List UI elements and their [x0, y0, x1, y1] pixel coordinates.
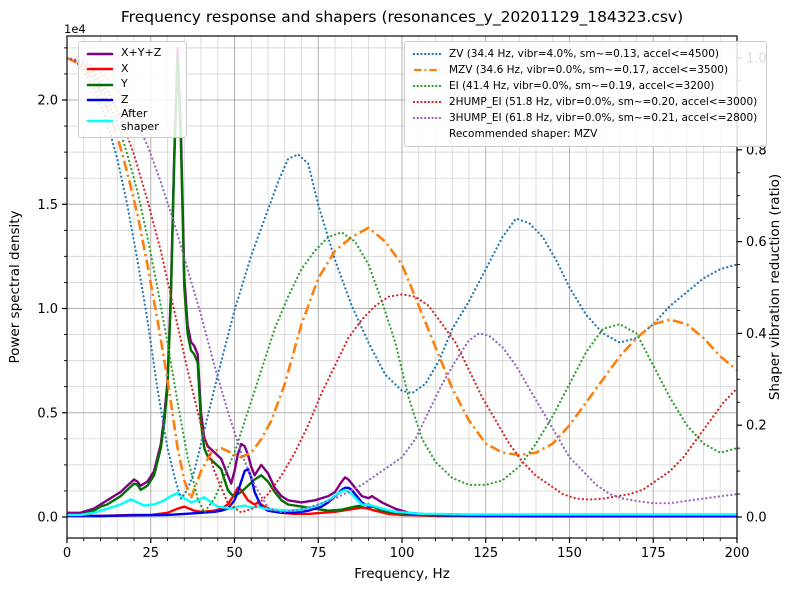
legend-label: MZV (34.6 Hz, vibr=0.0%, sm~=0.17, accel…: [449, 63, 729, 76]
legend-label: ZV (34.4 Hz, vibr=4.0%, sm~=0.13, accel<…: [449, 47, 719, 60]
legend-item-y: Y: [86, 77, 177, 93]
tick-label-y-right: 0.2: [746, 419, 767, 434]
legend-line-sample: [86, 119, 114, 122]
legend-footer-label: Recommended shaper: MZV: [449, 127, 598, 140]
legend-item-xyz: X+Y+Z: [86, 46, 177, 62]
tick-label-y-right: 0.0: [746, 511, 767, 526]
x-axis-label: Frequency, Hz: [354, 566, 450, 582]
tick-label-x: 125: [473, 546, 498, 561]
legend-line-sample: [412, 52, 442, 56]
y-axis-label-left: Power spectral density: [7, 210, 23, 363]
chart-title: Frequency response and shapers (resonanc…: [120, 8, 684, 26]
series-x-y-z: [67, 46, 737, 517]
tick-label-x: 25: [142, 546, 159, 561]
legend-item-3hump-ei: 3HUMP_EI (61.8 Hz, vibr=0.0%, sm~=0.21, …: [412, 110, 757, 126]
tick-label-x: 75: [310, 546, 327, 561]
legend-label: After shaper: [121, 107, 159, 133]
series-mzv: [67, 56, 737, 500]
y-axis-label-right: Shaper vibration reduction (ratio): [767, 174, 783, 400]
axes: 0 25 50 75 100 125 150 175 200 0.0 0.5 1.0 1.5 2.0 0.0…: [7, 35, 783, 561]
tick-label-x: 175: [641, 546, 666, 561]
legend-item-zv: ZV (34.4 Hz, vibr=4.0%, sm~=0.13, accel<…: [412, 46, 757, 62]
legend-item-2hump-ei: 2HUMP_EI (51.8 Hz, vibr=0.0%, sm~=0.20, …: [412, 94, 757, 110]
legend-item-mzv: MZV (34.6 Hz, vibr=0.0%, sm~=0.17, accel…: [412, 62, 757, 78]
y-axis-offset-text: 1e4: [64, 22, 86, 36]
legend-line-sample: [412, 100, 442, 104]
series-zv: [67, 56, 737, 500]
tick-label-x: 0: [63, 546, 71, 561]
tick-label-y-left: 0.5: [37, 406, 58, 421]
legend-item-x: X: [86, 62, 177, 78]
legend-shapers: ZV (34.4 Hz, vibr=4.0%, sm~=0.13, accel<…: [404, 41, 768, 147]
tick-label-y-right: 0.6: [746, 235, 767, 250]
legend-line-sample: [412, 116, 442, 120]
legend-footer-recommended-shaper: Recommended shaper: MZV: [412, 126, 757, 142]
tick-label-y-right: 0.4: [746, 327, 767, 342]
legend-label: X+Y+Z: [121, 46, 162, 60]
tick-label-y-left: 2.0: [37, 94, 58, 109]
legend-psd: X+Y+Z X Y Z After shaper: [78, 41, 187, 139]
tick-label-x: 50: [226, 546, 243, 561]
series-ei: [67, 56, 737, 514]
legend-line-sample: [86, 98, 114, 102]
series-lines: [67, 46, 737, 518]
legend-label: 2HUMP_EI (51.8 Hz, vibr=0.0%, sm~=0.20, …: [449, 95, 758, 108]
legend-item-ei: EI (41.4 Hz, vibr=0.0%, sm~=0.19, accel<…: [412, 78, 757, 94]
tick-label-x: 100: [390, 546, 415, 561]
series-3hump-ei: [67, 56, 737, 514]
tick-label-y-left: 1.5: [37, 198, 58, 213]
legend-label: 3HUMP_EI (61.8 Hz, vibr=0.0%, sm~=0.21, …: [449, 111, 758, 124]
series-after-shaper: [67, 488, 737, 517]
tick-label-x: 150: [557, 546, 582, 561]
tick-label-y-left: 1.0: [37, 302, 58, 317]
legend-line-sample: [412, 84, 442, 88]
legend-item-after-shaper: After shaper: [86, 107, 177, 133]
tick-label-y-left: 0.0: [37, 511, 58, 526]
legend-line-sample: [86, 52, 114, 56]
legend-label: X: [121, 61, 129, 75]
legend-label: EI (41.4 Hz, vibr=0.0%, sm~=0.19, accel<…: [449, 79, 715, 92]
legend-item-z: Z: [86, 93, 177, 109]
legend-label: Y: [121, 77, 128, 91]
tick-label-x: 200: [725, 546, 750, 561]
tick-label-y-right: 0.8: [746, 143, 767, 158]
legend-line-sample: [86, 83, 114, 87]
legend-line-sample: [414, 68, 440, 72]
legend-label: Z: [121, 92, 129, 106]
series-2hump-ei: [67, 56, 737, 514]
legend-line-sample: [86, 67, 114, 71]
